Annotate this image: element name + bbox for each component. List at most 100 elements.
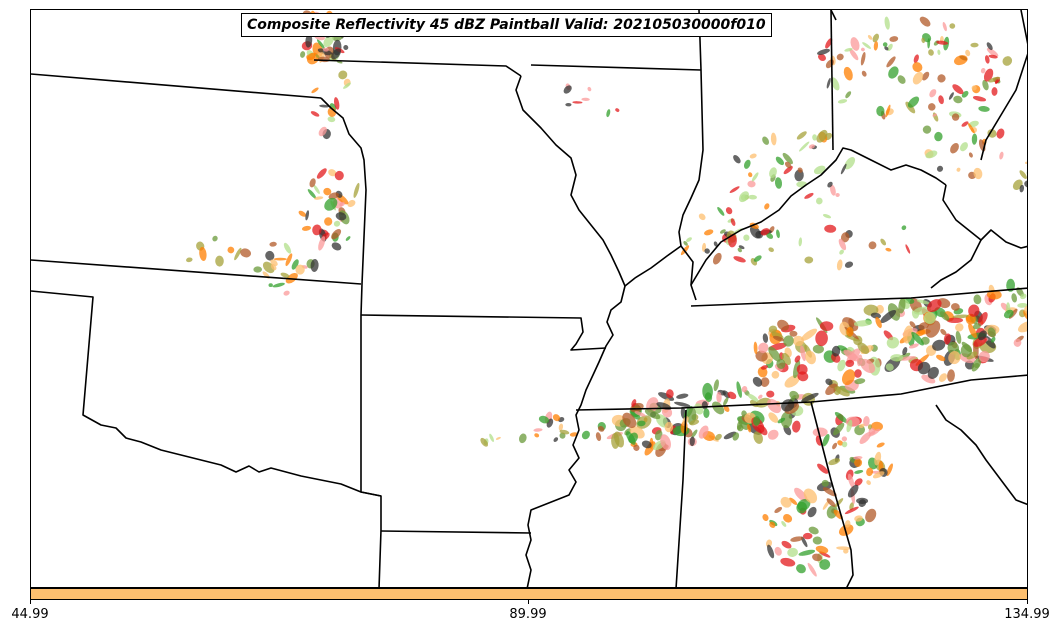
paintball-blob	[983, 68, 994, 82]
paintball-blob	[828, 458, 841, 466]
paintball-blob	[812, 427, 828, 437]
paintball-blob	[872, 471, 885, 479]
boundary-ohio-river-west	[624, 245, 682, 287]
paintball-blob	[927, 38, 931, 49]
paintball-blob	[937, 74, 946, 83]
paintball-blob	[833, 509, 843, 520]
paintball-blob	[886, 463, 893, 477]
paintball-blob	[789, 330, 798, 337]
boundary-ohio-river	[690, 147, 947, 286]
paintball-blob	[776, 229, 780, 239]
paintball-blob	[854, 478, 863, 486]
paintball-blob	[826, 498, 836, 507]
paintball-blob	[939, 311, 950, 321]
paintball-blob	[846, 419, 853, 433]
paintball-blob	[949, 23, 956, 29]
paintball-blob	[844, 520, 851, 528]
paintball-blob	[905, 244, 911, 254]
paintball-blob	[834, 386, 850, 397]
paintball-blob	[327, 116, 336, 123]
paintball-blob	[996, 128, 1005, 139]
paintball-blob	[565, 102, 572, 107]
paintball-blob	[234, 247, 242, 261]
paintball-blob	[887, 43, 893, 52]
paintball-blob	[268, 283, 273, 288]
paintball-blob	[674, 401, 691, 408]
paintball-blob	[1017, 321, 1027, 333]
paintball-blob	[972, 323, 981, 330]
paintball-blob	[774, 546, 782, 556]
boundary-va-wv	[980, 229, 1027, 249]
paintball-blob	[747, 180, 756, 188]
paintball-blob	[569, 432, 578, 437]
paintball-blob	[850, 37, 860, 51]
paintball-blob	[301, 225, 312, 231]
paintball-blob	[762, 136, 770, 145]
boundary-ia-mn	[313, 59, 522, 77]
boundary-ar-la	[380, 530, 532, 534]
paintball-blob	[955, 323, 964, 332]
paintball-blob	[831, 77, 840, 91]
paintball-blob	[812, 344, 824, 354]
paintball-blob	[265, 250, 275, 261]
paintball-blob	[865, 508, 877, 523]
paintball-blob	[199, 246, 207, 261]
paintball-blob	[923, 312, 936, 324]
paintball-blob	[988, 76, 1001, 83]
paintball-blob	[948, 351, 961, 365]
paintball-blob	[986, 289, 1002, 300]
paintball-blob	[323, 35, 334, 48]
paintball-blob	[844, 261, 854, 268]
paintball-blob	[740, 194, 748, 201]
paintball-blob	[856, 354, 863, 367]
paintball-blob	[664, 421, 674, 433]
paintball-blob	[240, 248, 251, 258]
paintball-blob	[766, 390, 775, 398]
paintball-blob	[886, 56, 896, 68]
paintball-blob	[888, 66, 899, 79]
paintball-blob	[331, 229, 342, 240]
paintball-blob	[818, 53, 826, 61]
boundary-wv-east	[980, 10, 1027, 161]
paintball-blob	[838, 524, 854, 536]
paintball-blob	[885, 363, 894, 371]
paintball-blob	[940, 328, 947, 336]
boundary-oh-mi	[830, 10, 837, 21]
paintball-blob	[832, 442, 838, 450]
paintball-blob	[882, 42, 888, 47]
paintball-blob	[775, 156, 785, 166]
paintball-blob	[885, 247, 892, 252]
paintball-blob	[836, 53, 844, 61]
paintball-blob	[186, 257, 193, 263]
paintball-blob	[909, 321, 916, 328]
paintball-blob	[698, 425, 709, 439]
paintball-blob	[841, 369, 856, 386]
paintball-blob	[712, 252, 722, 265]
paintball-blob	[956, 167, 961, 172]
paintball-blob	[723, 431, 737, 440]
paintball-blob	[826, 505, 838, 519]
paintball-blob	[947, 369, 955, 382]
paintball-blob	[868, 428, 881, 437]
paintball-blob	[960, 142, 968, 152]
paintball-blob	[760, 365, 768, 370]
paintball-blob	[987, 129, 997, 138]
paintball-blob	[812, 134, 818, 141]
paintball-blob	[316, 168, 327, 179]
paintball-blob	[990, 336, 996, 343]
paintball-blob	[714, 433, 722, 441]
paintball-blob	[792, 359, 801, 379]
colorbar	[30, 588, 1028, 600]
paintball-blob	[794, 355, 801, 363]
paintball-blob	[736, 381, 742, 398]
paintball-blob	[595, 432, 602, 442]
paintball-blob	[929, 89, 937, 98]
paintball-blob	[854, 515, 863, 522]
paintball-blob	[783, 514, 793, 523]
paintball-blob	[840, 232, 850, 243]
paintball-blob	[1023, 310, 1027, 321]
colorbar-tick-label-max: 134.99	[1004, 607, 1050, 622]
paintball-blob	[312, 224, 322, 236]
paintball-blob	[334, 170, 344, 181]
paintball-blob	[1017, 302, 1027, 308]
